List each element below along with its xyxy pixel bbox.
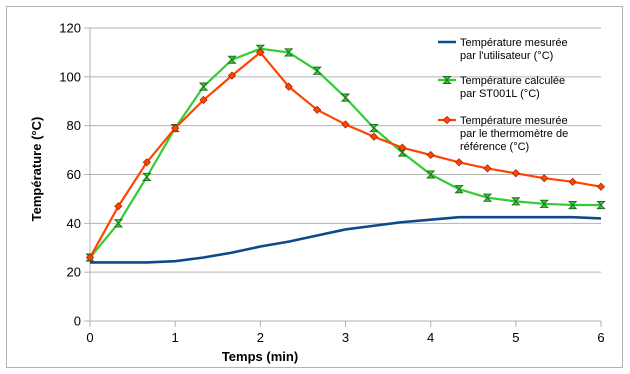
y-tick-label: 120 (59, 21, 81, 36)
x-tick-label: 6 (597, 330, 604, 345)
bowtie-marker (454, 185, 464, 194)
bowtie-marker (284, 48, 294, 57)
legend-label: par l'utilisateur (°C) (460, 50, 553, 62)
legend-label: Température mesurée (460, 37, 568, 49)
bowtie-marker (482, 193, 493, 202)
y-axis-title: Température (°C) (29, 117, 44, 222)
y-tick-label: 100 (59, 69, 81, 84)
legend-label: référence (°C) (460, 141, 529, 153)
diamond-marker (369, 132, 378, 141)
diamond-marker (483, 164, 492, 173)
diamond-marker (454, 158, 464, 167)
diamond-marker (227, 71, 237, 80)
bowtie-marker (369, 124, 379, 133)
legend-label: par le thermomètre de (460, 128, 568, 140)
series-lines (85, 44, 606, 264)
legend-label: Température mesurée (460, 115, 568, 127)
y-tick-label: 20 (67, 265, 81, 280)
x-tick-label: 1 (172, 330, 179, 345)
legend-label: par ST001L (°C) (460, 88, 540, 100)
bowtie-marker (511, 197, 521, 206)
bowtie-marker (142, 172, 152, 181)
diamond-marker (341, 120, 350, 129)
diamond-marker (199, 95, 208, 105)
bowtie-marker (567, 200, 578, 210)
y-tick-label: 60 (67, 167, 81, 182)
x-tick-label: 2 (257, 330, 264, 345)
diamond-marker (313, 105, 322, 114)
diamond-marker (171, 124, 180, 133)
bowtie-marker (113, 219, 124, 228)
diamond-marker (398, 143, 407, 152)
diamond-marker (511, 169, 520, 178)
bowtie-marker (539, 199, 549, 208)
series-3 (85, 48, 606, 262)
legend-label: Température calculée (460, 75, 565, 87)
diamond-marker (142, 158, 151, 167)
bowtie-marker (340, 93, 351, 102)
diamond-marker (426, 150, 435, 160)
axes (84, 27, 602, 327)
chart-frame: 0 20 40 60 80 100 120 0 1 2 3 4 5 6 Temps (min) Tempé… (6, 6, 623, 368)
diamond-marker (114, 202, 123, 211)
series-line (90, 215, 602, 264)
bowtie-marker (227, 55, 237, 64)
diamond-marker (568, 177, 577, 186)
diamond-marker (540, 174, 549, 183)
line-chart: 0 20 40 60 80 100 120 0 1 2 3 4 5 6 Temps (min) Tempé… (29, 21, 606, 364)
x-tick-label: 4 (427, 330, 434, 345)
bowtie-marker (198, 82, 209, 91)
x-axis-title: Temps (min) (222, 349, 298, 364)
bowtie-marker (425, 170, 436, 179)
bowtie-marker (442, 75, 452, 85)
bowtie-marker (312, 66, 322, 75)
y-tick-label: 40 (67, 216, 81, 231)
y-tick-label: 80 (67, 118, 81, 133)
diamond-marker (85, 253, 95, 262)
diamond-marker (256, 48, 265, 57)
x-tick-label: 3 (342, 330, 349, 345)
series-1 (90, 215, 602, 264)
diamond-marker (442, 115, 452, 125)
bowtie-marker (596, 200, 606, 210)
x-tick-label: 0 (86, 330, 93, 345)
x-tick-label: 5 (512, 330, 519, 345)
diamond-marker (596, 182, 606, 191)
y-tick-label: 0 (74, 314, 81, 329)
tick-labels: 0 20 40 60 80 100 120 0 1 2 3 4 5 6 (59, 21, 604, 346)
diamond-marker (284, 82, 293, 91)
